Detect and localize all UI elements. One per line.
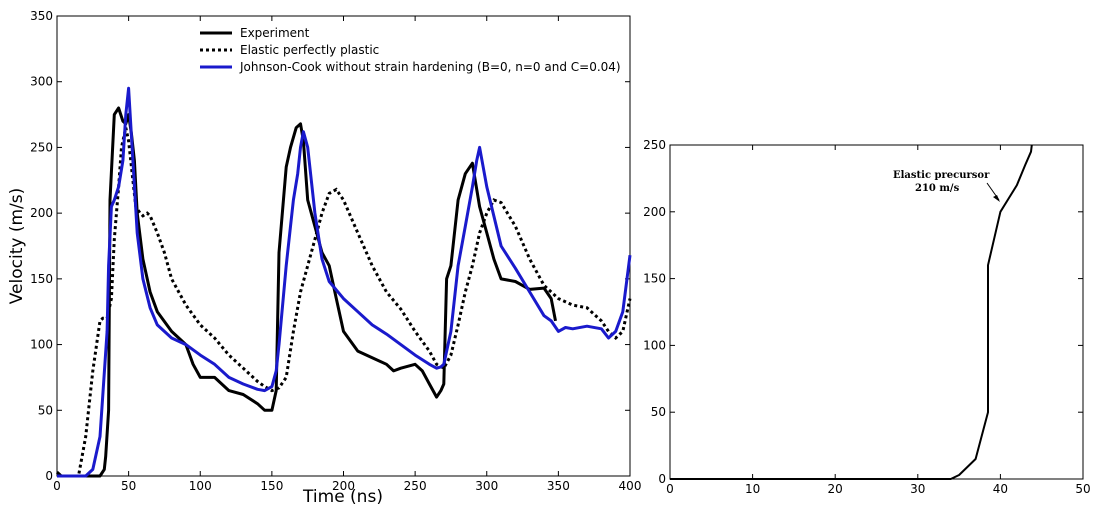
precursor-chart: 0 10 20 30 40 50 0 50 100 150 200 250 Elastic precu… (643, 138, 1091, 496)
left-xtick-label-5: 250 (404, 479, 427, 493)
left-xtick-label-7: 350 (547, 479, 570, 493)
right-plot-frame (669, 144, 1084, 480)
x-axis-title: Time (ns) (302, 487, 383, 507)
left-ytick-label-5: 250 (30, 140, 53, 154)
right-xtick-label-5: 50 (1075, 482, 1090, 496)
right-series-lines (670, 144, 1033, 480)
velocity-time-chart: 0 50 100 150 200 250 300 350 400 0 50 100 150 200 250 3… (7, 9, 641, 507)
left-series-line-0 (55, 106, 557, 478)
left-xtick-label-2: 100 (189, 479, 212, 493)
right-xtick-label-4: 40 (993, 482, 1008, 496)
left-xtick-label-1: 50 (121, 479, 136, 493)
left-xtick-label-6: 300 (475, 479, 498, 493)
annotation-210-ms: 210 m/s (915, 183, 960, 194)
right-ytick-label-1: 50 (651, 405, 666, 419)
left-series-line-2 (57, 86, 632, 478)
legend-label-elastic: Elastic perfectly plastic (240, 43, 379, 57)
right-xtick-label-1: 10 (745, 482, 760, 496)
left-series-line-1 (57, 127, 632, 478)
left-xtick-label-3: 150 (260, 479, 283, 493)
legend-label-experiment: Experiment (240, 26, 310, 40)
left-ytick-label-7: 350 (30, 9, 53, 23)
left-ytick-label-4: 200 (30, 206, 53, 220)
right-series-line-0 (670, 144, 1033, 480)
left-xtick-label-8: 400 (619, 479, 642, 493)
right-ytick-label-5: 250 (643, 138, 666, 152)
annotation-arrow-head (993, 195, 1000, 202)
right-ytick-label-2: 100 (643, 338, 666, 352)
right-ytick-label-3: 150 (643, 272, 666, 286)
right-ytick-label-0: 0 (658, 472, 666, 486)
left-ytick-label-6: 300 (30, 75, 53, 89)
right-axis-ticks: 0 10 20 30 40 50 0 50 100 150 200 250 (643, 138, 1091, 496)
right-xtick-label-2: 20 (828, 482, 843, 496)
left-series-lines (55, 86, 632, 478)
legend: Experiment Elastic perfectly plastic Joh… (200, 26, 621, 74)
left-ytick-label-0: 0 (45, 469, 53, 483)
left-xtick-label-4: 200 (332, 479, 355, 493)
left-ytick-label-1: 50 (38, 403, 53, 417)
right-ytick-label-4: 200 (643, 205, 666, 219)
right-xtick-label-3: 30 (910, 482, 925, 496)
left-plot-frame (56, 15, 631, 477)
left-ytick-label-3: 150 (30, 272, 53, 286)
right-xtick-label-0: 0 (666, 482, 674, 496)
left-xtick-label-0: 0 (53, 479, 61, 493)
left-ytick-label-2: 100 (30, 338, 53, 352)
y-axis-title: Velocity (m/s) (7, 188, 27, 305)
left-axis-ticks: 0 50 100 150 200 250 300 350 400 0 50 100 150 200 250 3… (30, 9, 641, 493)
legend-label-johnson-cook: Johnson-Cook without strain hardening (B… (239, 60, 621, 74)
annotation-elastic-precursor: Elastic precursor (893, 170, 990, 181)
